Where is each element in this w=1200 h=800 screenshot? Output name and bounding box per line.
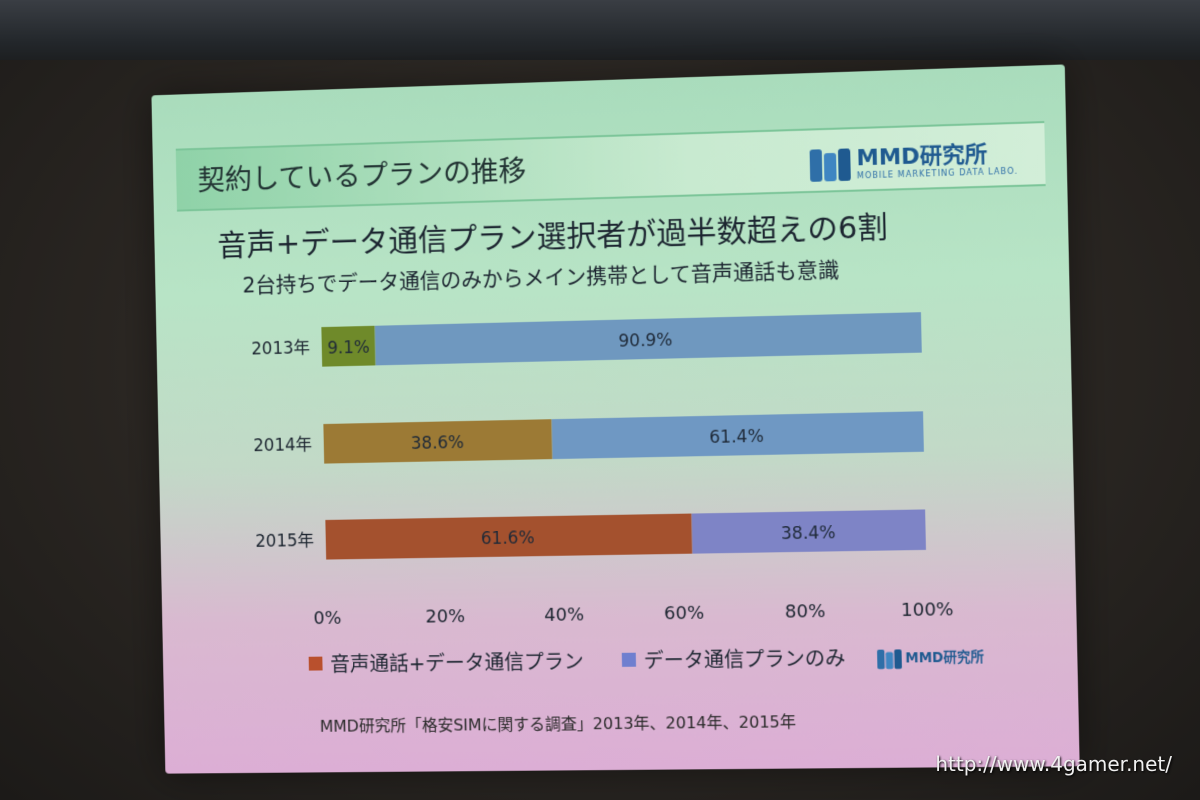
legend-swatch-data-only [621,652,636,667]
legend-label-voice-data: 音声通話+データ通信プラン [330,649,585,677]
bar-segment-0-0 [321,325,376,367]
mmd-logo-small: MMD研究所 [877,648,985,670]
data-label-1-1: 61.4% [709,426,764,447]
bar-segment-0-2 [325,513,693,560]
site-watermark: http://www.4gamer.net/ [935,752,1172,776]
mmd-logo-mark-small-icon [877,649,902,670]
bar-segment-1-1 [551,411,924,460]
ceiling [0,0,1200,60]
data-label-0-1: 38.6% [411,432,465,453]
x-tick-label-0: 0% [313,608,341,629]
data-label-0-2: 61.6% [481,527,535,548]
x-tick-label-3: 60% [664,603,705,625]
data-label-1-2: 38.4% [781,522,836,543]
data-label-1-0: 90.9% [618,329,672,351]
bar-segment-1-2 [691,509,926,554]
projection-screen: 契約しているプランの推移 MMD研究所 MOBILE MARKETING DAT… [151,64,1080,774]
category-label-1: 2014年 [253,434,312,455]
data-label-0-0: 9.1% [327,337,370,358]
category-label-0: 2013年 [251,337,310,358]
legend-swatch-voice-data [308,656,323,671]
x-tick-label-4: 80% [785,601,826,623]
bar-segment-1-0 [374,312,922,366]
legend-label-data-only: データ通信プランのみ [643,646,846,673]
x-tick-label-5: 100% [901,599,954,621]
x-tick-label-1: 20% [425,606,465,628]
legend-item-data-only: データ通信プランのみ [621,642,846,674]
legend-item-voice-data: 音声通話+データ通信プラン [308,645,584,677]
category-label-2: 2015年 [255,530,314,551]
chart-legend: 音声通話+データ通信プラン データ通信プランのみ [308,642,846,678]
x-tick-label-2: 40% [544,604,584,626]
source-citation: MMD研究所「格安SIMに関する調査」2013年、2014年、2015年 [319,712,797,736]
stacked-bar-chart: 2013年 9.1% 90.9% 2014年 38.6% 61.4% 2015年 61.6% 3… [251,312,954,629]
logo-name-small: MMD研究所 [905,650,985,667]
bar-segment-0-1 [323,419,553,464]
